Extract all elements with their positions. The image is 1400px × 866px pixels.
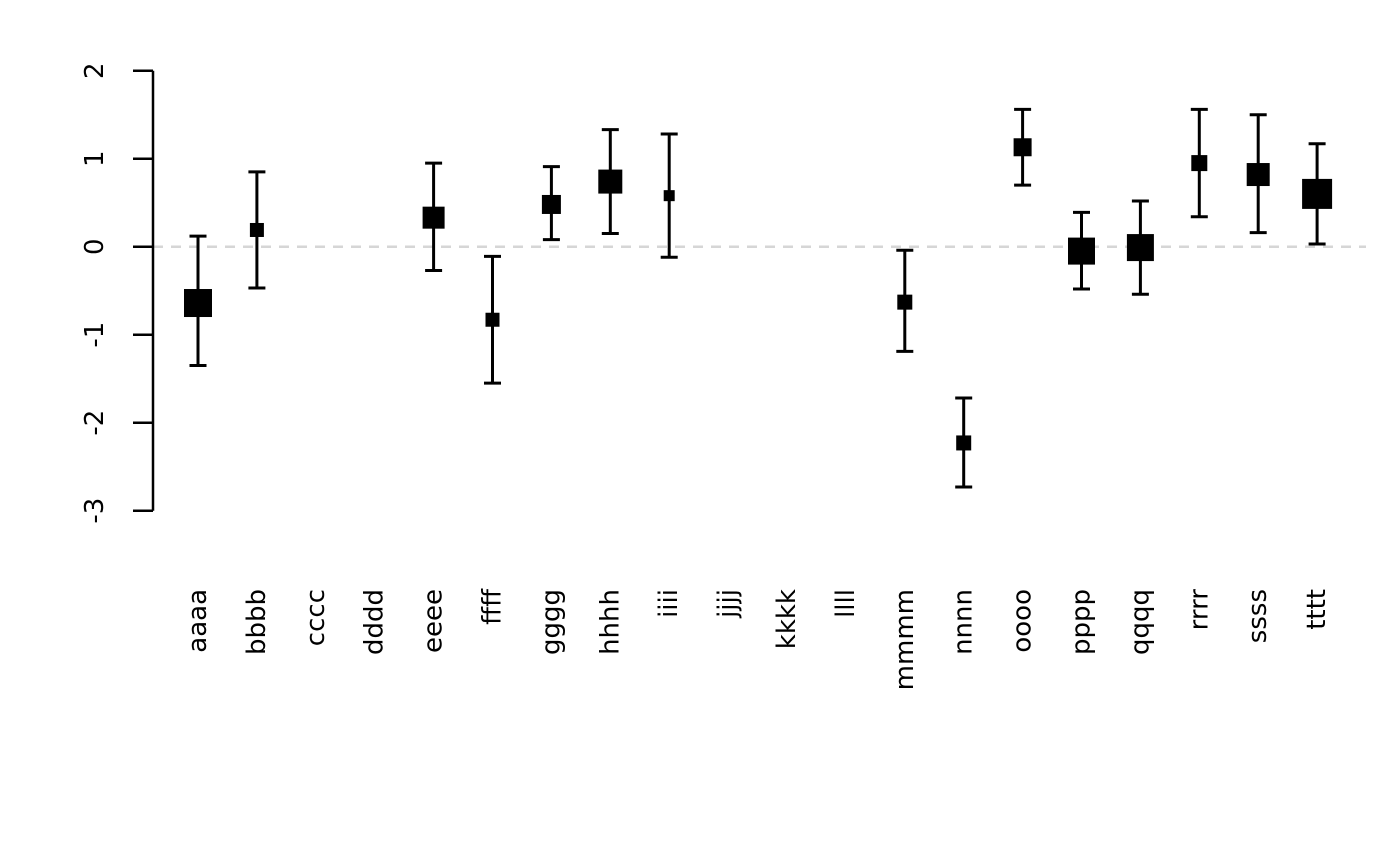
point-marker bbox=[598, 169, 623, 194]
y-tick-label: 1 bbox=[80, 150, 110, 167]
x-category-label: cccc bbox=[301, 589, 331, 646]
x-category-label: pppp bbox=[1067, 589, 1097, 655]
point-marker bbox=[184, 289, 212, 318]
point-marker bbox=[485, 312, 500, 327]
x-axis-labels: aaaa bbbb cccc dddd eeee ffff gggg hhhh iiii jjjj… bbox=[183, 588, 1332, 690]
point-marker bbox=[1302, 178, 1333, 209]
y-tick-label: -3 bbox=[80, 498, 110, 524]
point-bbbb bbox=[248, 170, 266, 290]
x-category-label: llll bbox=[831, 589, 861, 618]
x-category-label: qqqq bbox=[1125, 589, 1155, 655]
y-tick-label: -2 bbox=[80, 410, 110, 436]
point-gggg bbox=[541, 165, 561, 242]
x-category-label: nnnn bbox=[949, 589, 979, 655]
point-ssss bbox=[1246, 113, 1270, 235]
x-category-label: rrrr bbox=[1184, 589, 1214, 631]
point-marker bbox=[956, 435, 972, 451]
point-marker bbox=[1013, 138, 1032, 157]
point-nnnn bbox=[955, 396, 973, 489]
point-marker bbox=[1068, 237, 1095, 265]
y-tick-label: 2 bbox=[80, 62, 110, 79]
point-tttt bbox=[1302, 142, 1333, 246]
x-category-label: tttt bbox=[1302, 589, 1332, 630]
y-tick-label: -1 bbox=[80, 322, 110, 348]
point-marker bbox=[663, 190, 675, 202]
x-category-label: aaaa bbox=[183, 589, 213, 653]
x-category-label: ffff bbox=[478, 588, 508, 625]
point-marker bbox=[1246, 163, 1270, 187]
point-ffff bbox=[484, 254, 501, 385]
point-mmmm bbox=[896, 248, 914, 353]
x-category-label: dddd bbox=[360, 589, 390, 655]
y-axis-ticks: 2 1 0 -1 -2 -3 bbox=[80, 62, 153, 524]
x-category-label: kkkk bbox=[772, 589, 802, 649]
x-category-label: bbbb bbox=[242, 589, 272, 655]
point-oooo bbox=[1013, 107, 1032, 187]
point-pppp bbox=[1068, 210, 1095, 291]
point-marker bbox=[897, 294, 913, 310]
x-category-label: mmmm bbox=[890, 589, 920, 690]
x-category-label: eeee bbox=[419, 589, 449, 653]
point-eeee bbox=[422, 161, 445, 272]
x-category-label: gggg bbox=[536, 589, 566, 655]
y-tick-label: 0 bbox=[80, 238, 110, 255]
x-category-label: hhhh bbox=[595, 589, 625, 655]
x-category-label: jjjj bbox=[713, 589, 743, 619]
point-rrrr bbox=[1190, 107, 1208, 219]
point-hhhh bbox=[598, 128, 623, 235]
data-points bbox=[184, 107, 1333, 489]
point-marker bbox=[541, 194, 561, 214]
point-aaaa bbox=[184, 234, 212, 367]
point-marker bbox=[422, 206, 445, 229]
x-category-label: ssss bbox=[1243, 589, 1273, 643]
x-category-label: oooo bbox=[1008, 589, 1038, 653]
x-category-label: iiii bbox=[654, 589, 684, 618]
point-iiii bbox=[660, 132, 678, 259]
point-qqqq bbox=[1126, 199, 1154, 296]
point-marker bbox=[1126, 234, 1154, 262]
point-marker bbox=[1191, 155, 1208, 172]
point-marker bbox=[249, 222, 264, 237]
